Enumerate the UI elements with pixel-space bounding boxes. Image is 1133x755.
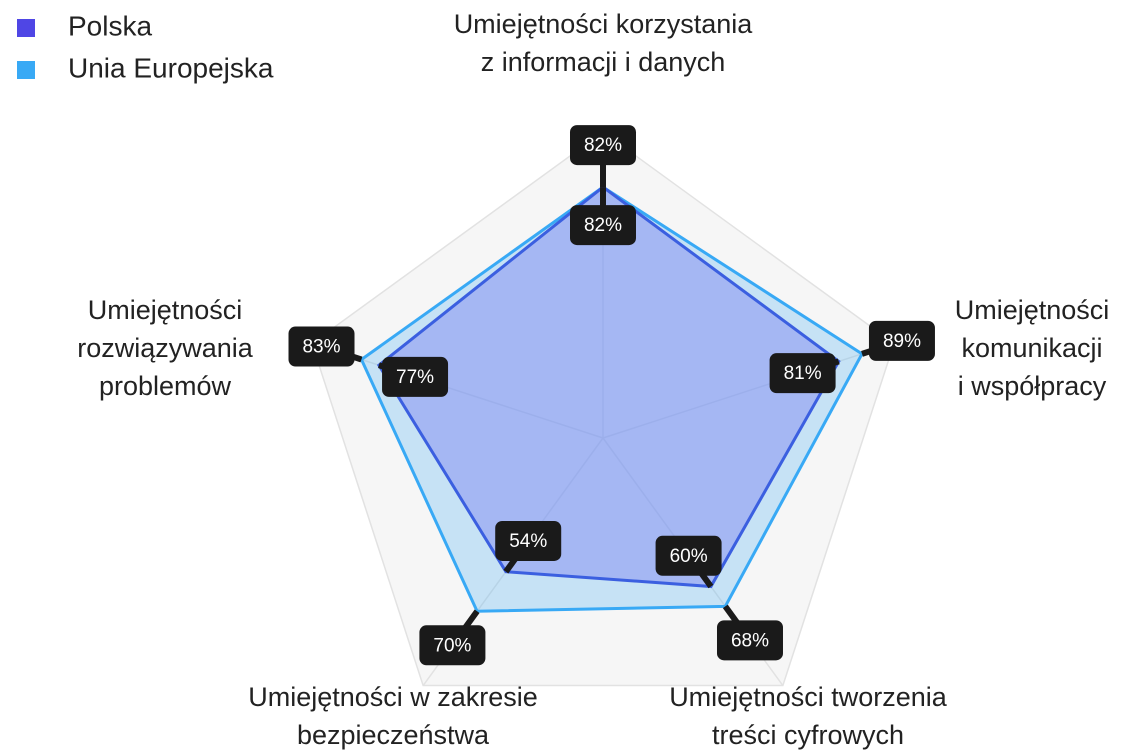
value-label-bg (419, 625, 486, 666)
value-label: 83% (302, 337, 340, 358)
axis-label: komunikacji (961, 333, 1102, 363)
legend-swatch (17, 61, 35, 79)
value-label: 82% (584, 215, 622, 236)
series-area (359, 185, 864, 613)
value-label: 54% (509, 531, 547, 552)
value-label: 70% (433, 635, 471, 656)
grid-spoke (602, 342, 895, 439)
value-label-bg (769, 353, 836, 394)
value-label-bg (570, 125, 636, 166)
value-label-bg (868, 320, 935, 361)
value-label: 81% (784, 363, 822, 384)
value-label: 60% (670, 546, 708, 567)
value-label-bg (382, 356, 449, 397)
axis-label: rozwiązywania (77, 333, 254, 363)
axis-label: Umiejętności (955, 295, 1110, 325)
axis-label: Umiejętności korzystania (454, 9, 754, 39)
axis-label: treści cyfrowych (712, 720, 904, 750)
value-label-bg (495, 520, 562, 561)
axis-label: problemów (99, 371, 232, 401)
series-area (376, 185, 841, 589)
value-label: 82% (584, 135, 622, 156)
axis-label: Umiejętności w zakresie (248, 682, 538, 712)
legend-label: Unia Europejska (68, 52, 274, 83)
value-label-bg (570, 205, 636, 246)
value-label: 77% (396, 367, 434, 388)
legend-swatch (17, 19, 35, 37)
value-label-bg (655, 535, 722, 576)
axis-label: Umiejętności tworzenia (669, 682, 948, 712)
value-label-bg (716, 620, 783, 661)
axis-label: z informacji i danych (481, 47, 726, 77)
value-label: 89% (883, 331, 921, 352)
legend-label: Polska (68, 10, 152, 41)
axis-label: Umiejętności (88, 295, 243, 325)
value-label-bg (288, 326, 355, 367)
value-label: 68% (731, 630, 769, 651)
axis-label: bezpieczeństwa (297, 720, 490, 750)
axis-label: i współpracy (958, 371, 1107, 401)
